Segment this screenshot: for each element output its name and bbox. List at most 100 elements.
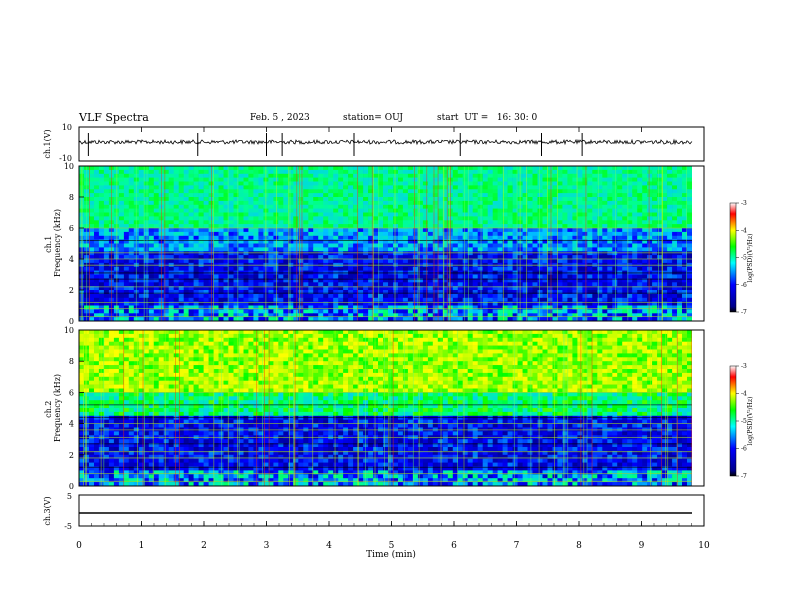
spectrogram-cell — [178, 278, 184, 283]
spectrogram-cell — [123, 247, 130, 252]
spectrogram-cell — [288, 274, 294, 279]
spectrogram-cell — [178, 282, 184, 287]
spectrogram-cell — [617, 301, 623, 306]
spectrogram-cell — [607, 193, 613, 198]
spectrogram-cell — [507, 177, 513, 182]
spectrogram-cell — [223, 297, 229, 302]
spectrogram-cell — [567, 177, 573, 182]
spectrogram-cell — [238, 293, 244, 299]
spectrogram-cell — [253, 212, 259, 217]
spectrogram-cell — [388, 208, 394, 213]
spectrogram-cell — [123, 231, 130, 237]
spectrogram-cell — [128, 224, 135, 229]
spectrogram-cell — [298, 255, 304, 260]
spectrogram-cell — [348, 231, 354, 237]
spectrogram-cell — [348, 204, 354, 209]
spectrogram-cell — [218, 297, 224, 302]
spectrogram-cell — [657, 274, 663, 279]
spectrogram-cell — [642, 293, 648, 299]
spectrogram-cell — [333, 166, 339, 171]
spectrogram-cell — [687, 290, 693, 295]
spectrogram-cell — [283, 282, 289, 287]
spectrogram-cell — [128, 255, 135, 260]
spectrogram-cell — [647, 309, 653, 314]
spectrogram-cell — [203, 200, 209, 206]
spectrogram-cell — [278, 317, 284, 322]
spectrogram-cell — [303, 204, 309, 209]
spectrogram-cell — [333, 169, 339, 175]
spectrogram-cell — [582, 255, 588, 260]
spectrogram-cell — [577, 278, 583, 283]
spectrogram-cell — [148, 243, 155, 248]
spectrogram-cell — [577, 286, 583, 291]
spectrogram-cell — [163, 239, 169, 244]
spectrogram-cell — [667, 255, 673, 260]
spectrogram-cell — [587, 239, 593, 244]
spectrogram-cell — [233, 266, 239, 271]
spectrogram-cell — [233, 317, 239, 322]
spectrogram-cell — [218, 189, 224, 194]
spectrogram-cell — [118, 220, 125, 225]
spectrogram-cell — [452, 305, 459, 310]
spectrogram-cell — [512, 313, 518, 318]
spectrogram-cell — [577, 247, 583, 252]
spectrogram-cell — [238, 228, 244, 233]
spectrogram-cell — [552, 247, 558, 252]
spectrogram-cell — [213, 309, 219, 314]
spectrogram-cell — [128, 169, 135, 175]
spectrogram-cell — [94, 169, 100, 175]
spectrogram-cell — [123, 177, 130, 182]
spectrogram-cell — [298, 228, 304, 233]
spectrogram-cell — [308, 224, 314, 229]
spectrogram-cell — [402, 177, 409, 182]
spectrogram-cell — [417, 189, 424, 194]
spectrogram-cell — [213, 208, 219, 213]
spectrogram-cell — [288, 204, 294, 209]
spectrogram-cell — [532, 274, 538, 279]
spectrogram-cell — [178, 293, 184, 299]
spectrogram-cell — [343, 189, 349, 194]
spectrogram-cell — [522, 290, 528, 295]
spectrogram-cell — [507, 293, 513, 299]
spectrogram-cell — [268, 290, 274, 295]
spectrogram-cell — [243, 173, 249, 178]
spectrogram-cell — [378, 309, 384, 314]
spectrogram-cell — [173, 259, 179, 264]
spectrogram-cell — [283, 200, 289, 206]
spectrogram-cell — [243, 200, 249, 206]
spectrogram-cell — [218, 293, 224, 299]
spectrogram-cell — [492, 173, 498, 178]
spectrogram-cell — [353, 286, 359, 291]
spectrogram-cell — [417, 166, 424, 171]
spectrogram-cell — [89, 278, 95, 283]
spectrogram-cell — [612, 297, 618, 302]
spectrogram-cell — [393, 266, 399, 271]
spectrogram-cell — [617, 309, 623, 314]
spectrogram-cell — [457, 228, 464, 233]
spectrogram-cell — [398, 177, 404, 182]
spectrogram-cell — [592, 282, 598, 287]
spectrogram-cell — [462, 301, 468, 306]
spectrogram-cell — [338, 197, 344, 202]
spectrogram-cell — [123, 224, 130, 229]
spectrogram-cell — [687, 286, 693, 291]
spectrogram-cell — [597, 266, 603, 271]
spectrogram-cell — [487, 212, 493, 217]
spectrogram-cell — [378, 193, 384, 198]
spectrogram-cell — [138, 189, 145, 194]
spectrogram-cell — [437, 185, 444, 190]
spectrogram-cell — [557, 235, 563, 240]
spectrogram-cell — [238, 274, 244, 279]
spectrogram-cell — [617, 212, 623, 217]
spectrogram-cell — [602, 247, 608, 252]
spectrogram-cell — [388, 177, 394, 182]
spectrogram-cell — [442, 317, 449, 322]
spectrogram-cell — [183, 200, 189, 206]
spectrogram-cell — [467, 193, 473, 198]
spectrogram-cell — [647, 266, 653, 271]
spectrogram-cell — [178, 231, 184, 237]
spectrogram-cell — [128, 274, 135, 279]
spectrogram-cell — [308, 216, 314, 221]
spectrogram-cell — [148, 282, 155, 287]
spectrogram-cell — [537, 247, 543, 252]
